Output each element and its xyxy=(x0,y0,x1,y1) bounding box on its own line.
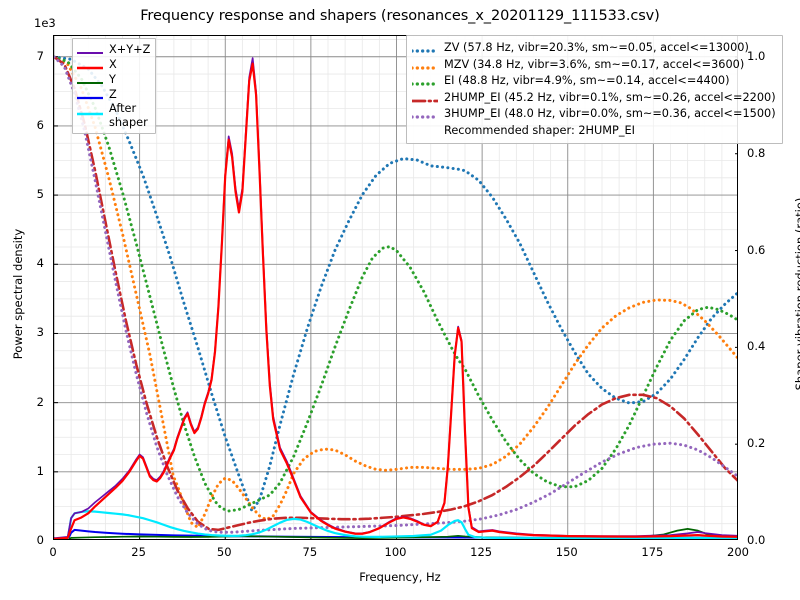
y-tick-label: 2 xyxy=(36,394,44,409)
psd-legend: X+Y+Z X Y Z After shaper xyxy=(72,38,157,134)
legend-line-sample xyxy=(75,59,105,71)
y-tick-label: 0 xyxy=(36,533,44,547)
legend-item-2hump_ei[interactable]: 2HUMP_EI (45.2 Hz, vibr=0.1%, sm~=0.26, … xyxy=(410,90,776,107)
legend-item-after-shaper[interactable]: After shaper xyxy=(75,102,150,129)
legend-label: 3HUMP_EI (48.0 Hz, vibr=0.0%, sm~=0.36, … xyxy=(444,107,776,121)
recommended-shaper-note: Recommended shaper: 2HUMP_EI xyxy=(444,123,635,137)
y-tick-label: 6 xyxy=(36,117,44,132)
legend-item-x-y-z[interactable]: X+Y+Z xyxy=(76,42,151,57)
legend-line-sample xyxy=(75,89,105,101)
y-axis-exponent-label: 1e3 xyxy=(34,16,56,30)
x-tick-label: 0 xyxy=(49,545,57,559)
x-tick-label: 125 xyxy=(470,545,493,559)
x-tick-label: 175 xyxy=(641,545,664,559)
shaper-legend: ZV (57.8 Hz, vibr=20.3%, sm~=0.05, accel… xyxy=(406,35,783,144)
x-tick-label: 50 xyxy=(216,545,232,559)
legend-line-sample xyxy=(410,42,440,54)
legend-line-sample xyxy=(76,44,104,56)
x-tick-label: 25 xyxy=(131,545,146,559)
y-tick-label-right: 0.4 xyxy=(747,339,766,354)
x-tick-label: 100 xyxy=(384,545,407,559)
legend-label: X+Y+Z xyxy=(109,42,151,56)
legend-label: Y xyxy=(109,72,116,86)
data-curves xyxy=(54,55,737,539)
legend-label: X xyxy=(109,57,117,71)
legend-item-y[interactable]: Y xyxy=(76,72,150,87)
legend-line-sample xyxy=(410,75,440,87)
legend-line-sample xyxy=(410,92,440,104)
y-axis-title-right: Shaper vibration reduction (ratio) xyxy=(793,197,800,391)
legend-item-ei[interactable]: EI (48.8 Hz, vibr=4.9%, sm~=0.14, accel<… xyxy=(410,73,776,90)
legend-label: MZV (34.8 Hz, vibr=3.6%, sm~=0.17, accel… xyxy=(444,57,745,71)
y-tick-label: 5 xyxy=(36,187,44,202)
y-tick-label-right: 0.2 xyxy=(747,436,766,451)
legend-label: ZV (57.8 Hz, vibr=20.3%, sm~=0.05, accel… xyxy=(444,41,749,55)
legend-item-3hump_ei[interactable]: 3HUMP_EI (48.0 Hz, vibr=0.0%, sm~=0.36, … xyxy=(410,106,776,123)
legend-label: 2HUMP_EI (45.2 Hz, vibr=0.1%, sm~=0.26, … xyxy=(444,90,776,104)
y-tick-label: 3 xyxy=(36,325,44,340)
x-tick-label: 150 xyxy=(555,545,578,559)
y-tick-label-right: 0.6 xyxy=(747,242,766,257)
legend-line-sample xyxy=(410,108,440,120)
legend-line-sample xyxy=(75,105,105,117)
legend-item-mzv[interactable]: MZV (34.8 Hz, vibr=3.6%, sm~=0.17, accel… xyxy=(410,57,776,74)
y-tick-label: 7 xyxy=(36,48,44,63)
y-tick-label: 4 xyxy=(36,256,44,271)
y-tick-label: 1 xyxy=(36,463,44,478)
chart-title: Frequency response and shapers (resonanc… xyxy=(140,8,660,24)
x-tick-label: 200 xyxy=(727,545,749,559)
x-axis-title: Frequency, Hz xyxy=(359,570,441,584)
legend-line-sample xyxy=(76,74,104,86)
legend-label: After shaper xyxy=(109,102,148,129)
y-tick-label-right: 0.0 xyxy=(747,533,766,547)
x-tick-label: 75 xyxy=(302,545,318,559)
legend-item-x[interactable]: X xyxy=(75,57,150,72)
legend-label: EI (48.8 Hz, vibr=4.9%, sm~=0.14, accel<… xyxy=(444,74,730,88)
y-tick-label-right: 0.8 xyxy=(747,145,766,160)
y-tick-label-right: 1.0 xyxy=(747,48,766,63)
legend-label: Z xyxy=(109,87,117,101)
legend-item-z[interactable]: Z xyxy=(75,87,150,102)
legend-line-sample xyxy=(410,59,440,71)
legend-item-zv[interactable]: ZV (57.8 Hz, vibr=20.3%, sm~=0.05, accel… xyxy=(410,40,776,57)
